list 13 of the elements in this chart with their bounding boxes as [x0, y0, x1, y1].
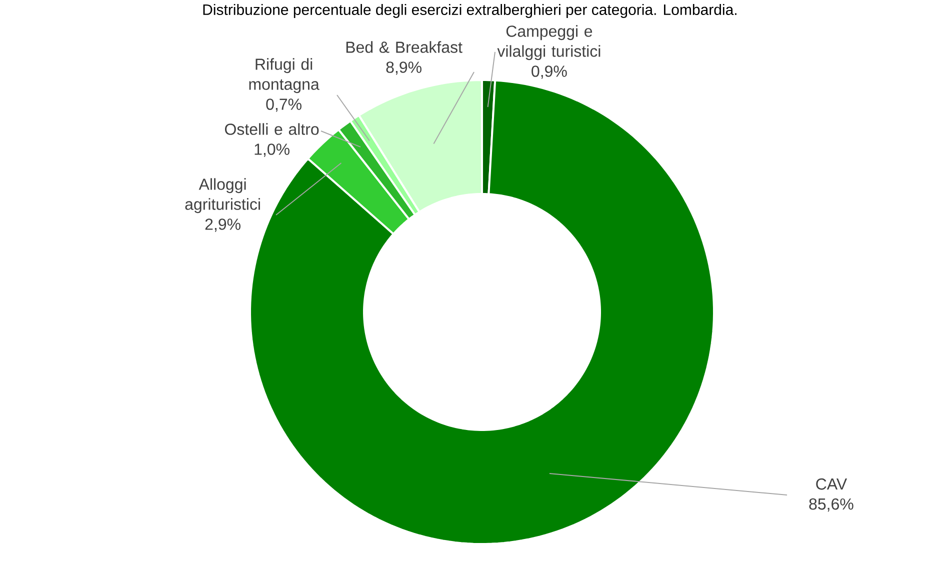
slice-label: Ostelli e altro	[225, 123, 319, 135]
chart-title: Distribuzione percentuale degli esercizi extralberghieri per categoria. Lombardia.	[203, 4, 736, 18]
data-label: 85,6%	[809, 498, 854, 512]
data-label: 2,9%	[205, 218, 240, 232]
data-label: 8,9%	[386, 62, 422, 75]
data-label: 0,7%	[266, 98, 302, 112]
slice-label: Campeggi e vilalggi turistici	[497, 25, 600, 60]
slice-label: CAV	[816, 478, 847, 490]
data-label: 0,9%	[532, 66, 567, 79]
data-label: 1,0%	[254, 144, 290, 157]
slice-label: Rifugi di montagna	[249, 58, 320, 94]
slice-label: Bed & Breakfast	[346, 41, 462, 53]
slice-label: Alloggi agrituristici	[185, 178, 260, 214]
